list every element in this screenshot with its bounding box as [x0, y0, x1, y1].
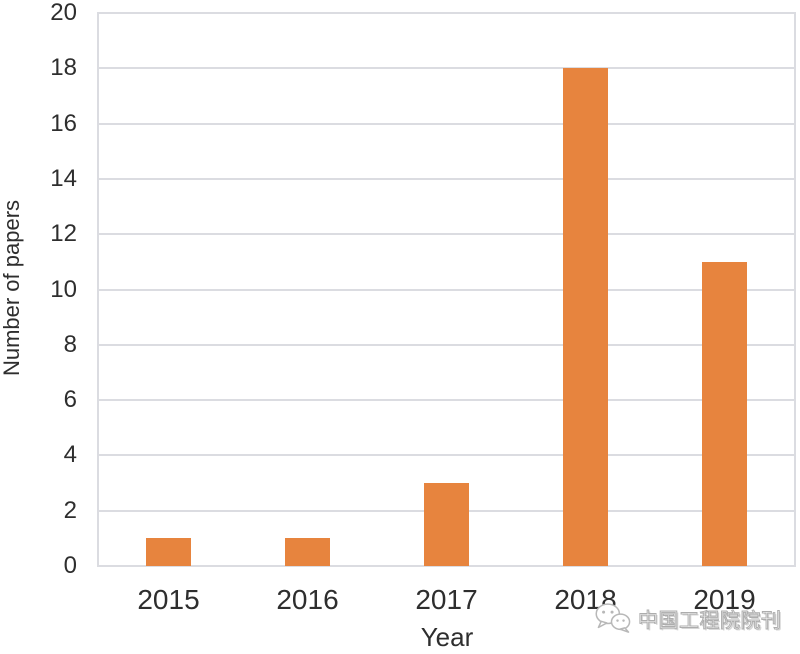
- watermark: 中国工程院院刊: [594, 602, 782, 634]
- wechat-icon: [595, 603, 631, 633]
- gridline: [97, 288, 796, 291]
- y-tick-label: 16: [50, 109, 77, 137]
- bar-2019: [702, 261, 747, 566]
- y-tick-label: 6: [63, 386, 77, 414]
- bar-2018: [563, 68, 608, 566]
- y-tick-label: 12: [50, 220, 77, 248]
- gridline: [97, 12, 796, 14]
- bar-2017: [424, 483, 469, 566]
- gridline: [97, 177, 796, 180]
- gridline: [97, 233, 796, 236]
- gridline: [97, 122, 796, 125]
- x-tick-label: 2016: [276, 584, 339, 615]
- y-tick-label: 8: [63, 330, 77, 358]
- plot-area: [97, 12, 796, 567]
- y-tick-label: 20: [50, 0, 77, 26]
- gridline: [97, 67, 796, 70]
- gridline: [97, 454, 796, 457]
- bar-2015: [146, 538, 191, 566]
- x-tick-label: 2019: [693, 584, 756, 615]
- y-tick-label: 14: [50, 164, 77, 192]
- y-tick-label: 2: [63, 496, 77, 524]
- x-tick-label: 2015: [137, 584, 200, 615]
- gridline: [97, 343, 796, 346]
- x-tick-label: 2017: [415, 584, 478, 615]
- y-tick-label: 4: [63, 441, 77, 469]
- y-tick-label: 10: [50, 275, 77, 303]
- y-tick-label: 0: [63, 552, 77, 579]
- gridline: [97, 399, 796, 402]
- watermark-text: 中国工程院院刊: [638, 609, 782, 632]
- x-axis-title: Year: [420, 622, 474, 652]
- bar-2016: [285, 538, 330, 566]
- gridline: [97, 565, 796, 567]
- y-tick-label: 18: [50, 54, 77, 82]
